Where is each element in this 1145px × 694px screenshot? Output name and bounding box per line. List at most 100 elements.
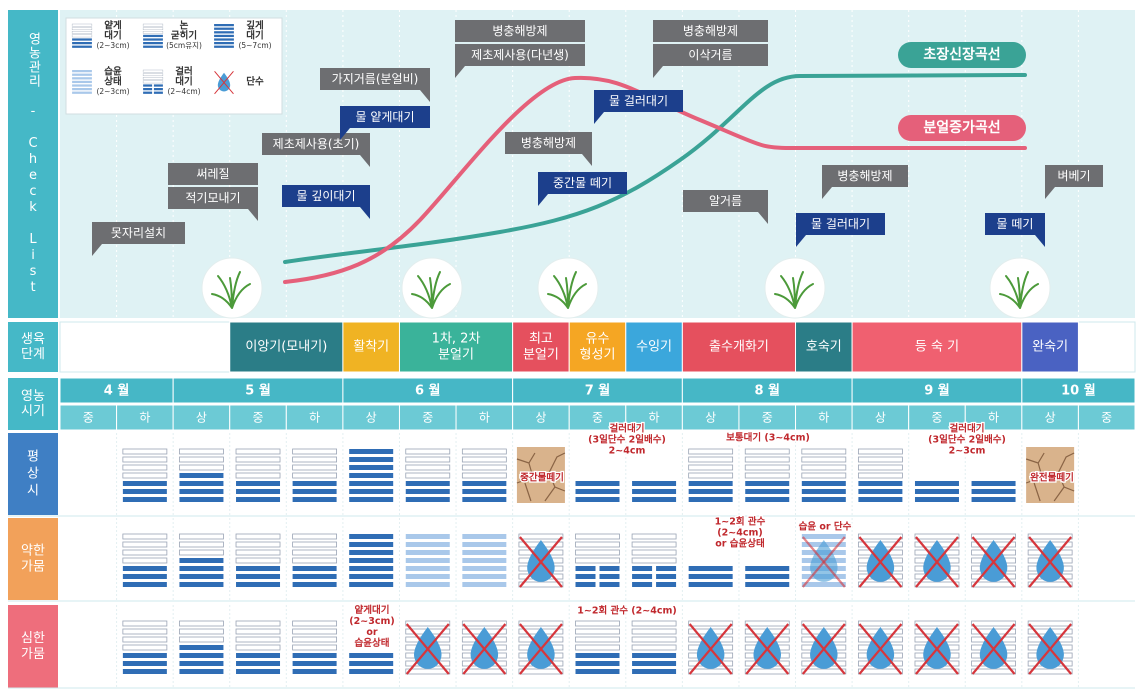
water-bar [72,38,92,41]
period-label: 하 [309,411,320,425]
period-label: 하 [649,411,660,425]
period-label: 하 [139,411,150,425]
empty-bar [122,628,168,635]
empty-bar [292,644,338,651]
water-bar [349,497,394,502]
period-label: 상 [1045,411,1056,425]
empty-bar [142,31,164,34]
water-note: 걸러대기 [610,423,645,435]
empty-bar [801,456,847,463]
empty-bar [122,464,168,471]
month-cell [851,377,1023,404]
water-bar [179,481,224,486]
water-note: 1~2회 관수 [715,516,766,528]
water-bar [143,84,153,87]
callout-text: 제초제사용(초기) [273,137,360,151]
empty-bar [857,472,903,479]
empty-bar [179,636,224,643]
month-cell [1021,377,1136,404]
empty-bar [142,77,164,80]
water-bar [575,669,620,674]
row-header [8,605,58,688]
empty-bar [142,80,164,84]
empty-bar [857,448,903,455]
water-icon [575,481,620,502]
water-bar [575,661,620,666]
water-bar [745,582,790,587]
callout-text: 병충해방제 [837,169,892,183]
water-bar [405,497,450,502]
empty-bar [688,620,734,627]
water-bar [292,669,337,674]
water-icon [744,448,790,502]
wet-bar [462,558,507,563]
water-bar [292,497,337,502]
water-icon [801,620,847,675]
month-label: 8 월 [754,383,780,399]
callout-pointer [538,194,548,206]
water-icon [632,481,677,502]
stage-cell [398,321,514,373]
empty-bar [292,464,338,471]
empty-bar [292,533,338,540]
empty-bar [235,620,281,627]
water-bar [236,661,281,666]
period-cell [512,404,570,431]
water-icon [575,620,620,674]
water-bar [122,669,167,674]
period-cell [1077,404,1136,431]
legend-label: 대기 [104,30,121,42]
legend-label: 대기 [246,30,263,42]
period-cell [851,404,910,431]
callout-pointer [248,209,258,221]
water-bar [179,653,224,658]
empty-bar [405,472,451,479]
callout-text: 중간물 떼기 [553,176,612,190]
empty-bar [179,464,224,471]
empty-bar [688,448,734,455]
water-bar [236,497,281,502]
stage-cell [625,321,683,373]
water-icon [235,448,281,502]
water-bar [575,497,620,502]
empty-bar [142,27,164,31]
water-icon [142,23,164,48]
callout-pointer [594,112,604,124]
water-bar [122,574,167,579]
empty-bar [179,448,224,455]
row-header-label: 시 [27,484,39,499]
water-bar [179,574,224,579]
water-bar [462,481,507,486]
water-bar [599,566,620,571]
water-bar [179,661,224,666]
period-label: 상 [705,411,716,425]
water-bar [575,489,620,494]
cross [214,71,234,95]
water-bar [349,542,394,547]
water-icon [72,70,92,94]
cross [915,623,959,675]
water-icon [292,448,338,502]
water-bar [122,489,167,494]
period-cell [285,404,344,431]
water-icon [575,533,620,587]
water-bar [214,34,234,38]
empty-bar [142,69,164,73]
month-label: 4 월 [104,383,130,399]
water-bar [801,481,846,486]
water-bar [236,669,281,674]
callout-pointer [360,155,370,167]
stage-label: 수잉기 [636,340,672,355]
period-label: 상 [875,411,886,425]
water-bar [801,489,846,494]
empty-bar [405,464,451,471]
water-icon [461,620,507,675]
water-bar [349,534,394,539]
cross [745,623,790,675]
water-bar [405,489,450,494]
empty-bar [857,533,903,540]
water-bar [599,574,620,579]
month-label: 10 월 [1061,383,1096,399]
empty-bar [235,472,281,479]
water-bar [971,481,1016,486]
